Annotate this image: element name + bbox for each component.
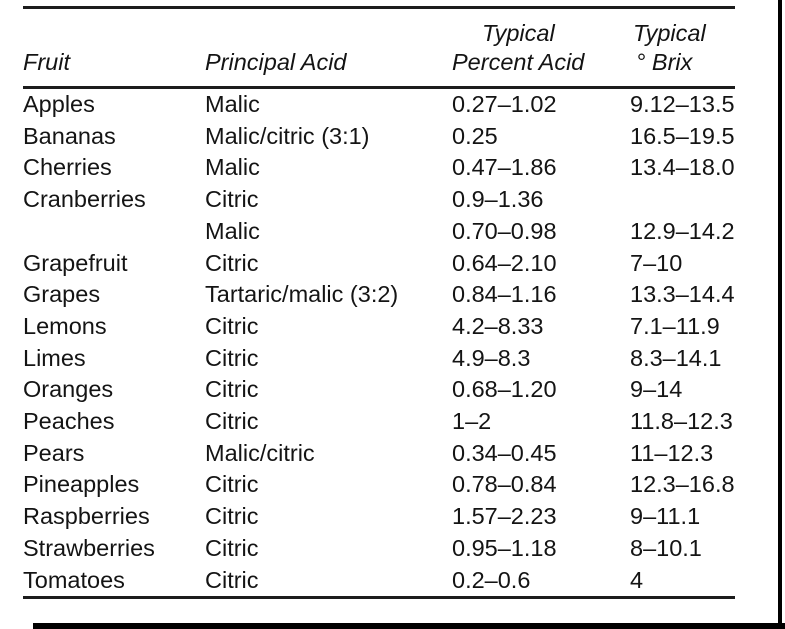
- header-principal-acid-line1: [205, 19, 452, 48]
- cell-fruit: Grapefruit: [23, 249, 128, 276]
- cell-brix: 9–14: [630, 376, 683, 403]
- table-row: Cranberries Citric 0.9–1.36: [23, 184, 735, 216]
- cell-principal-acid: Malic: [205, 154, 260, 181]
- cell-fruit: Strawberries: [23, 534, 155, 561]
- cell-fruit: Tomatoes: [23, 566, 125, 593]
- cell-principal-acid: Citric: [205, 471, 259, 498]
- cell-percent-acid: 0.9–1.36: [452, 186, 544, 213]
- table-row: Raspberries Citric 1.57–2.23 9–11.1: [23, 501, 735, 533]
- cell-fruit: Lemons: [23, 312, 107, 339]
- cell-percent-acid: 0.95–1.18: [452, 534, 557, 561]
- cell-percent-acid: 0.25: [452, 122, 498, 149]
- table-row: Strawberries Citric 0.95–1.18 8–10.1: [23, 533, 735, 565]
- cell-principal-acid: Malic/citric (3:1): [205, 122, 370, 149]
- table-row: Cherries Malic 0.47–1.86 13.4–18.0: [23, 152, 735, 184]
- table-header: Fruit Principal Acid Typical Percent Aci…: [23, 7, 735, 89]
- cell-brix: [630, 184, 735, 216]
- header-percent-acid-line2: Percent Acid: [452, 49, 585, 75]
- table-row: Peaches Citric 1–2 11.8–12.3: [23, 406, 735, 438]
- table-row: Malic 0.70–0.98 12.9–14.2: [23, 216, 735, 248]
- cell-fruit: Pears: [23, 439, 85, 466]
- header-fruit-line2: Fruit: [23, 49, 70, 75]
- cell-brix: 8–10.1: [630, 534, 702, 561]
- cell-brix: 11–12.3: [630, 439, 714, 466]
- cell-percent-acid: 0.78–0.84: [452, 471, 557, 498]
- cell-percent-acid: 0.2–0.6: [452, 566, 531, 593]
- cell-brix: 4: [630, 566, 644, 593]
- table-row: Pears Malic/citric 0.34–0.45 11–12.3: [23, 438, 735, 470]
- table-row: Apples Malic 0.27–1.02 9.12–13.5: [23, 88, 735, 121]
- cell-percent-acid: 4.2–8.33: [452, 312, 544, 339]
- cell-brix: 16.5–19.5: [630, 122, 735, 149]
- cell-brix: 8.3–14.1: [630, 344, 722, 371]
- cell-principal-acid: Citric: [205, 186, 259, 213]
- cell-percent-acid: 0.27–1.02: [452, 91, 557, 117]
- cell-principal-acid: Citric: [205, 249, 259, 276]
- cell-principal-acid: Citric: [205, 534, 259, 561]
- fruit-acid-table: Fruit Principal Acid Typical Percent Aci…: [23, 6, 735, 600]
- cell-brix: 12.9–14.2: [630, 217, 735, 244]
- cell-principal-acid: Malic: [205, 91, 260, 117]
- cell-fruit: Pineapples: [23, 471, 140, 498]
- cell-brix: 9.12–13.5: [630, 91, 735, 117]
- cell-percent-acid: 0.84–1.16: [452, 281, 557, 308]
- header-principal-acid-line2: Principal Acid: [205, 49, 347, 75]
- header-percent-acid-line1: Typical: [482, 20, 555, 46]
- cell-percent-acid: 0.34–0.45: [452, 439, 557, 466]
- cell-percent-acid: 0.47–1.86: [452, 154, 557, 181]
- cell-fruit: Oranges: [23, 376, 114, 403]
- cell-brix: 13.3–14.4: [630, 281, 735, 308]
- cell-percent-acid: 1–2: [452, 408, 492, 435]
- cell-brix: 11.8–12.3: [630, 408, 733, 435]
- cell-fruit: Apples: [23, 91, 95, 117]
- cell-fruit: Cherries: [23, 154, 112, 181]
- cell-principal-acid: Malic/citric: [205, 439, 315, 466]
- table-row: Grapes Tartaric/malic (3:2) 0.84–1.16 13.3–…: [23, 279, 735, 311]
- cell-fruit: Grapes: [23, 281, 101, 308]
- cell-brix: 7–10: [630, 249, 683, 276]
- cell-fruit: [23, 216, 205, 248]
- header-row: Fruit Principal Acid Typical Percent Aci…: [23, 7, 735, 89]
- cell-brix: 9–11.1: [630, 503, 701, 530]
- header-brix-line1: Typical: [633, 20, 706, 46]
- header-fruit-line1: [23, 19, 205, 48]
- cell-fruit: Peaches: [23, 408, 115, 435]
- cell-principal-acid: Citric: [205, 376, 259, 403]
- cell-fruit: Cranberries: [23, 186, 146, 213]
- cell-principal-acid: Citric: [205, 408, 259, 435]
- cell-principal-acid: Citric: [205, 312, 259, 339]
- page-edge-vertical-rule: [778, 0, 782, 629]
- table-row: Limes Citric 4.9–8.3 8.3–14.1: [23, 343, 735, 375]
- cell-principal-acid: Citric: [205, 344, 259, 371]
- table-row: Grapefruit Citric 0.64–2.10 7–10: [23, 248, 735, 280]
- table-row: Oranges Citric 0.68–1.20 9–14: [23, 374, 735, 406]
- table-row: Bananas Malic/citric (3:1) 0.25 16.5–19.5: [23, 121, 735, 153]
- table-row: Lemons Citric 4.2–8.33 7.1–11.9: [23, 311, 735, 343]
- cell-percent-acid: 0.68–1.20: [452, 376, 557, 403]
- cell-fruit: Raspberries: [23, 503, 150, 530]
- cell-brix: 12.3–16.8: [630, 471, 735, 498]
- cell-brix: 7.1–11.9: [630, 312, 720, 339]
- cell-principal-acid: Malic: [205, 217, 260, 244]
- table-body: Apples Malic 0.27–1.02 9.12–13.5 Bananas Mali…: [23, 88, 735, 598]
- header-brix-line2: ° Brix: [636, 49, 693, 75]
- cell-percent-acid: 0.64–2.10: [452, 249, 557, 276]
- cell-fruit: Limes: [23, 344, 86, 371]
- cell-percent-acid: 0.70–0.98: [452, 217, 557, 244]
- header-brix: Typical ° Brix: [630, 7, 735, 89]
- header-principal-acid: Principal Acid: [205, 7, 452, 89]
- cell-principal-acid: Citric: [205, 566, 259, 593]
- table-row: Tomatoes Citric 0.2–0.6 4: [23, 565, 735, 598]
- table-row: Pineapples Citric 0.78–0.84 12.3–16.8: [23, 469, 735, 501]
- cell-brix: 13.4–18.0: [630, 154, 735, 181]
- header-percent-acid: Typical Percent Acid: [452, 7, 630, 89]
- page-edge-bottom-rule: [33, 623, 785, 629]
- header-fruit: Fruit: [23, 7, 205, 89]
- cell-principal-acid: Tartaric/malic (3:2): [205, 281, 399, 308]
- cell-percent-acid: 4.9–8.3: [452, 344, 531, 371]
- cell-principal-acid: Citric: [205, 503, 259, 530]
- cell-percent-acid: 1.57–2.23: [452, 503, 557, 530]
- cell-fruit: Bananas: [23, 122, 116, 149]
